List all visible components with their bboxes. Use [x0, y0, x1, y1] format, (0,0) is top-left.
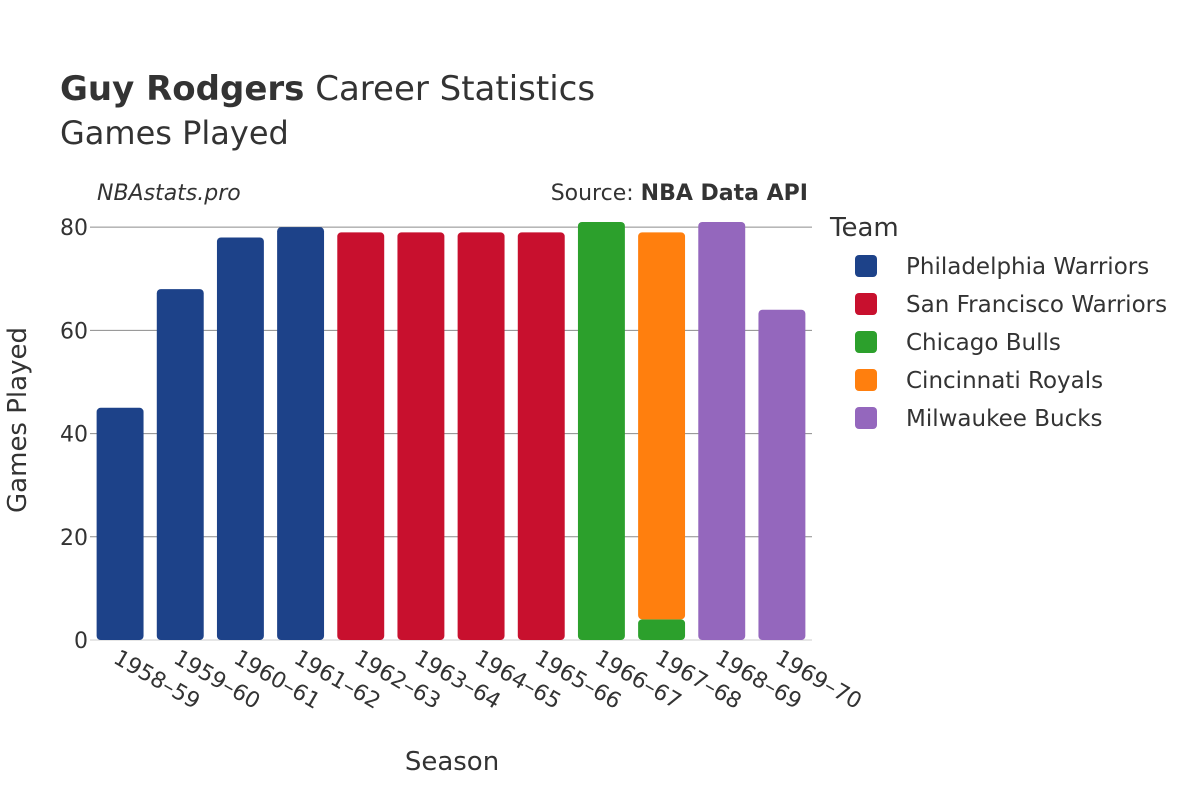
- bar-1958–59-philadelphia-warriors[interactable]: [96, 407, 144, 640]
- bar-1967–68-cincinnati-royals[interactable]: [638, 232, 686, 620]
- grid-lines: [90, 226, 812, 641]
- y-tick-label: 60: [60, 319, 88, 344]
- bars: [96, 222, 806, 640]
- chart-title: Guy Rodgers Career Statistics: [60, 69, 595, 109]
- bar-1967–68-chicago-bulls[interactable]: [638, 619, 686, 640]
- legend-label[interactable]: Cincinnati Royals: [906, 368, 1103, 394]
- source-name: NBA Data API: [641, 181, 808, 206]
- legend-title: Team: [829, 213, 899, 243]
- y-tick-label: 40: [60, 423, 88, 448]
- bar-1959–60-philadelphia-warriors[interactable]: [156, 289, 204, 640]
- bar-1964–65-san-francisco-warriors[interactable]: [457, 232, 505, 640]
- watermark-text: NBAstats.pro: [97, 181, 241, 206]
- bar-1962–63-san-francisco-warriors[interactable]: [337, 232, 385, 640]
- chart-subtitle: Games Played: [60, 114, 289, 152]
- legend-label[interactable]: San Francisco Warriors: [906, 292, 1167, 318]
- legend-label[interactable]: Chicago Bulls: [906, 330, 1061, 356]
- bar-1965–66-san-francisco-warriors[interactable]: [517, 232, 565, 640]
- legend-label[interactable]: Philadelphia Warriors: [906, 254, 1149, 280]
- legend-swatch[interactable]: [855, 331, 877, 353]
- y-tick-label: 0: [74, 629, 88, 654]
- x-axis-title: Season: [405, 747, 499, 777]
- source-text: Source: NBA Data API: [551, 181, 808, 206]
- legend-swatch[interactable]: [855, 255, 877, 277]
- player-name: Guy Rodgers: [60, 69, 304, 109]
- source-prefix: Source:: [551, 181, 641, 206]
- bar-1969–70-milwaukee-bucks[interactable]: [758, 309, 806, 640]
- legend-swatch[interactable]: [855, 369, 877, 391]
- legend: Philadelphia Warriors San Francisco Warri…: [855, 254, 1167, 432]
- bar-1966–67-chicago-bulls[interactable]: [577, 222, 625, 640]
- y-axis-title: Games Played: [3, 327, 33, 513]
- y-tick-label: 20: [60, 526, 88, 551]
- legend-swatch[interactable]: [855, 407, 877, 429]
- x-axis-ticks: 1958–591959–601960–611961–621962–631963–…: [109, 646, 866, 715]
- bar-1961–62-philadelphia-warriors[interactable]: [277, 227, 325, 640]
- bar-1968–69-milwaukee-bucks[interactable]: [698, 222, 746, 640]
- bar-1963–64-san-francisco-warriors[interactable]: [397, 232, 445, 640]
- bar-1960–61-philadelphia-warriors[interactable]: [216, 237, 264, 640]
- legend-label[interactable]: Milwaukee Bucks: [906, 406, 1103, 432]
- legend-swatch[interactable]: [855, 293, 877, 315]
- y-axis-ticks: 0 20 40 60 80: [60, 216, 88, 654]
- y-tick-label: 80: [60, 216, 88, 241]
- title-rest: Career Statistics: [304, 69, 595, 109]
